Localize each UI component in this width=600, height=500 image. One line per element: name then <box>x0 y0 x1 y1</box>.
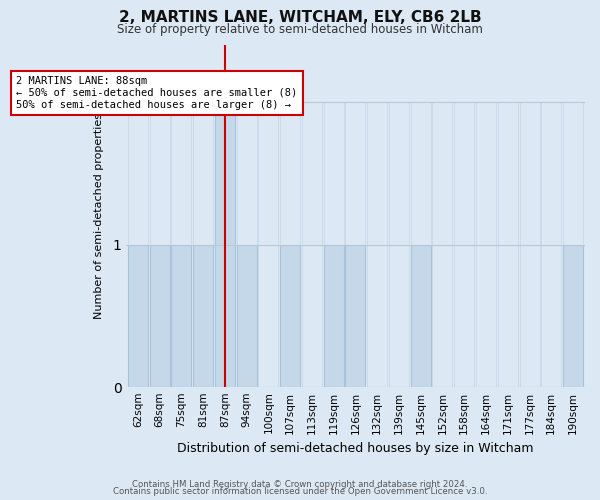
Bar <box>128 244 148 388</box>
Bar <box>433 102 452 388</box>
Bar <box>454 102 474 388</box>
Bar <box>367 102 387 388</box>
Bar <box>149 244 170 388</box>
Bar <box>128 102 148 388</box>
Bar <box>259 102 278 388</box>
Bar <box>280 244 300 388</box>
Text: 2 MARTINS LANE: 88sqm
← 50% of semi-detached houses are smaller (8)
50% of semi-: 2 MARTINS LANE: 88sqm ← 50% of semi-deta… <box>16 76 298 110</box>
Bar <box>346 102 365 388</box>
Bar <box>563 244 583 388</box>
Text: Contains HM Land Registry data © Crown copyright and database right 2024.: Contains HM Land Registry data © Crown c… <box>132 480 468 489</box>
Bar <box>215 102 235 388</box>
Bar <box>346 244 365 388</box>
Bar <box>193 102 213 388</box>
X-axis label: Distribution of semi-detached houses by size in Witcham: Distribution of semi-detached houses by … <box>177 442 533 455</box>
Bar <box>172 102 191 388</box>
Bar <box>476 102 496 388</box>
Bar <box>323 244 344 388</box>
Bar <box>236 102 257 388</box>
Bar <box>215 102 235 388</box>
Text: Size of property relative to semi-detached houses in Witcham: Size of property relative to semi-detach… <box>117 22 483 36</box>
Bar <box>149 102 170 388</box>
Y-axis label: Number of semi-detached properties: Number of semi-detached properties <box>94 113 104 319</box>
Bar <box>498 102 518 388</box>
Text: Contains public sector information licensed under the Open Government Licence v3: Contains public sector information licen… <box>113 487 487 496</box>
Bar <box>520 102 539 388</box>
Bar <box>280 102 300 388</box>
Bar <box>236 244 257 388</box>
Bar <box>410 244 431 388</box>
Bar <box>193 244 213 388</box>
Bar <box>323 102 344 388</box>
Bar <box>302 102 322 388</box>
Bar <box>410 102 431 388</box>
Bar <box>389 102 409 388</box>
Bar <box>541 102 561 388</box>
Bar <box>172 244 191 388</box>
Bar <box>563 102 583 388</box>
Text: 2, MARTINS LANE, WITCHAM, ELY, CB6 2LB: 2, MARTINS LANE, WITCHAM, ELY, CB6 2LB <box>119 10 481 25</box>
